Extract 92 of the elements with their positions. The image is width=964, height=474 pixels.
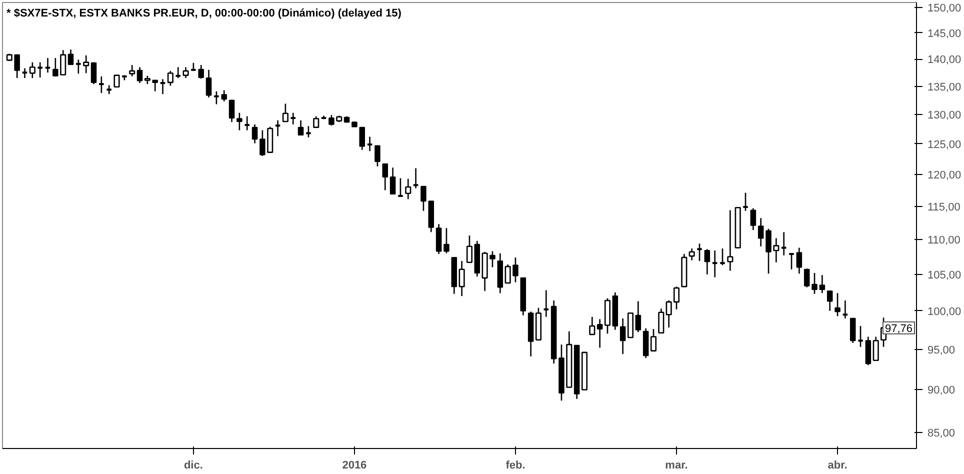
- candlestick: [382, 163, 388, 191]
- y-tick-label: 140,00: [928, 54, 962, 66]
- candlestick: [366, 136, 374, 152]
- candlestick: [221, 90, 227, 102]
- y-tick-label: 105,00: [928, 269, 962, 282]
- candlestick: [98, 76, 105, 94]
- candlestick: [650, 328, 657, 352]
- candlestick: [313, 116, 320, 128]
- candlestick: [397, 178, 404, 198]
- candlestick: [83, 54, 90, 74]
- y-tick-label: 90,00: [928, 384, 956, 397]
- x-tick-label: feb.: [506, 460, 526, 472]
- candlestick: [812, 272, 818, 295]
- y-tick-label: 130,00: [928, 110, 962, 122]
- y-tick-label: 85,00: [928, 427, 956, 440]
- candlestick: [466, 234, 472, 263]
- candlestick: [198, 64, 204, 80]
- chart-title: * $SX7E-STX, ESTX BANKS PR.EUR, D, 00:00-00:00 (Dinámico) (delayed 15): [6, 8, 402, 20]
- y-tick-label: 100,00: [928, 306, 962, 318]
- y-tick-label: 150,00: [928, 2, 962, 14]
- candlestick: [804, 268, 810, 288]
- candlestick: [758, 217, 764, 248]
- candlestick: [589, 316, 596, 336]
- candlestick: [796, 247, 802, 274]
- candlestick: [390, 166, 396, 195]
- candlestick: [167, 70, 174, 86]
- candlestick: [819, 274, 826, 294]
- candlestick: [68, 48, 74, 66]
- candlestick: [44, 57, 52, 74]
- candlestick: [359, 126, 365, 151]
- candlestick: [850, 318, 856, 344]
- x-tick-label: 2016: [342, 460, 367, 472]
- x-tick-label: dic.: [184, 460, 203, 472]
- candlestick: [788, 252, 795, 270]
- candlestick: [727, 210, 734, 272]
- y-tick-label: 110,00: [928, 234, 960, 247]
- candlestick: [750, 208, 756, 231]
- candlestick: [29, 62, 36, 79]
- candlestick: [159, 78, 166, 95]
- candlestick: [673, 286, 680, 310]
- candlestick: [290, 112, 296, 126]
- candlestick: [865, 336, 872, 366]
- candlestick: [658, 308, 664, 334]
- y-tick-label: 135,00: [928, 81, 962, 94]
- annotation: 97,76: [884, 322, 913, 335]
- candlestick: [688, 248, 695, 261]
- candlestick: [420, 186, 426, 212]
- candlestick: [36, 62, 44, 78]
- candlestick: [129, 64, 136, 78]
- candlestick: [596, 318, 603, 348]
- candlestick: [405, 178, 412, 200]
- candlestick: [458, 260, 465, 297]
- candlestick: [704, 248, 710, 276]
- candlestick: [174, 66, 182, 79]
- x-tick-label: abr.: [828, 460, 848, 472]
- candlestick: [719, 248, 726, 266]
- y-tick-label: 145,00: [928, 28, 962, 40]
- candlestick: [90, 62, 97, 85]
- candlestick: [136, 66, 143, 84]
- candlestick: [742, 192, 749, 212]
- candlestick: [412, 168, 420, 189]
- candlestick: [298, 120, 304, 136]
- candlestick: [444, 227, 450, 254]
- candlestick: [635, 300, 642, 333]
- candlestick: [21, 68, 28, 79]
- candlestick: [305, 126, 312, 138]
- x-tick-label: mar.: [665, 460, 688, 472]
- candlestick: [857, 325, 864, 348]
- candlestick: [114, 74, 120, 88]
- candlestick: [620, 318, 626, 355]
- candlestick: [236, 112, 242, 131]
- candlestick: [826, 290, 833, 312]
- candlestick: [872, 336, 879, 362]
- candlestick: [282, 103, 288, 122]
- candlestick: [252, 124, 258, 144]
- candlestick: [244, 116, 250, 131]
- y-tick-label: 95,00: [928, 344, 956, 356]
- y-tick-label: 125,00: [928, 138, 962, 151]
- candlestick: [75, 58, 82, 74]
- y-tick-label: 115,00: [928, 201, 960, 214]
- candlestick: [436, 223, 442, 255]
- candlestick: [842, 300, 849, 320]
- candlestick: [206, 69, 212, 98]
- candlestick: [834, 292, 840, 317]
- candlestick: [228, 100, 235, 123]
- candlestick: [182, 66, 189, 79]
- y-tick-label: 120,00: [928, 169, 962, 182]
- candlestick: [666, 300, 672, 328]
- candlestick: [696, 243, 703, 262]
- candlestick: [213, 90, 220, 105]
- candlestick: [374, 145, 380, 168]
- candlestick: [274, 120, 282, 137]
